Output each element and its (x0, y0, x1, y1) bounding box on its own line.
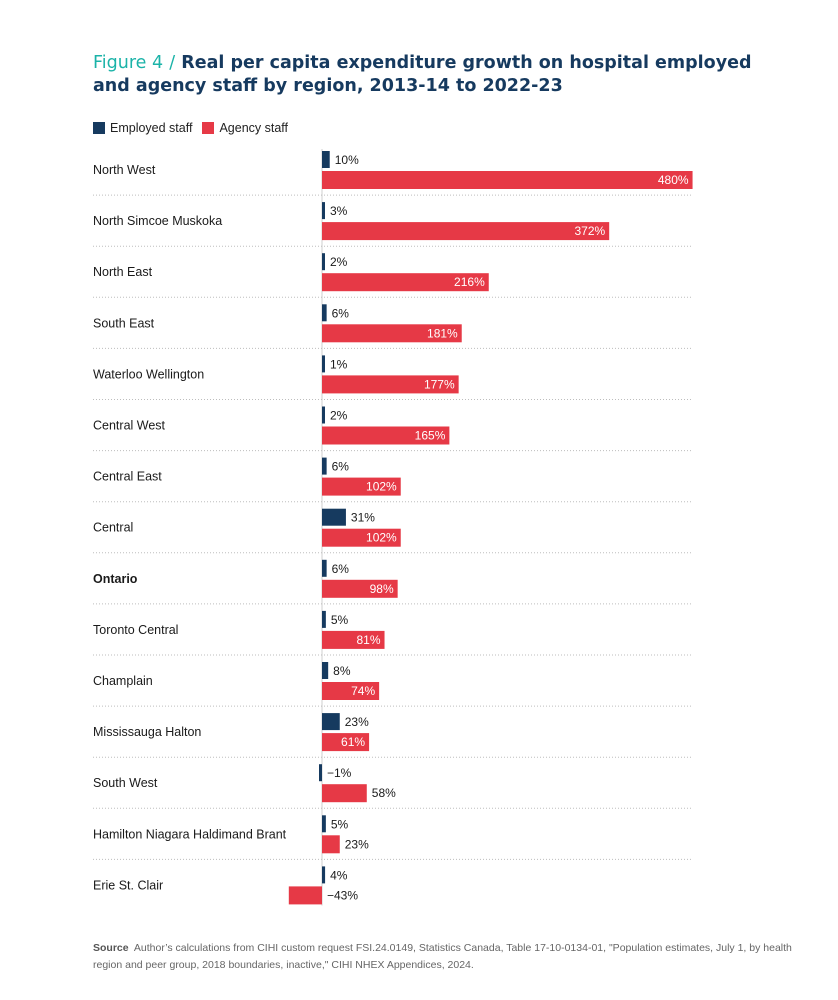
bar-chart: North West 10% 480% North Simcoe Muskoka 3% 3… (93, 149, 693, 906)
category-label: Champlain (93, 674, 153, 688)
agency-value-label: 480% (658, 173, 689, 187)
category-label: Erie St. Clair (93, 878, 163, 892)
category-label: Toronto Central (93, 623, 178, 637)
agency-bar (322, 375, 459, 394)
category-label: Central West (93, 419, 166, 433)
legend-label-employed: Employed staff (110, 121, 193, 135)
figure-label: Figure 4 (93, 53, 164, 73)
employed-value-label: 4% (330, 868, 348, 882)
category-label: South East (93, 316, 155, 330)
category-label: Central (93, 521, 133, 535)
source-label: Source (93, 942, 129, 954)
legend-item-agency: Agency staff (202, 121, 288, 135)
employed-value-label: 10% (335, 153, 359, 167)
employed-value-label: 3% (330, 204, 348, 218)
agency-bar (322, 222, 610, 241)
employed-value-label: 5% (331, 817, 349, 831)
category-label: Hamilton Niagara Haldimand Brant (93, 827, 287, 841)
employed-bar (322, 559, 327, 577)
legend-swatch-employed (93, 122, 105, 134)
legend-label-agency: Agency staff (219, 121, 289, 135)
category-label: Ontario (93, 572, 138, 586)
employed-bar (322, 151, 330, 168)
category-label: North Simcoe Muskoka (93, 214, 222, 228)
agency-bar (322, 835, 340, 854)
employed-bar (322, 253, 325, 271)
employed-value-label: 2% (330, 409, 348, 423)
agency-value-label: 23% (345, 837, 369, 851)
agency-bar (322, 733, 370, 752)
employed-bar (322, 610, 326, 628)
category-label: Central East (93, 470, 162, 484)
legend: Employed staff Agency staff (93, 121, 298, 135)
employed-bar (322, 662, 329, 679)
agency-bar (288, 886, 322, 905)
agency-value-label: 372% (574, 224, 605, 238)
category-label: Waterloo Wellington (93, 367, 204, 381)
category-label: North East (93, 265, 153, 279)
agency-value-label: 58% (372, 786, 396, 800)
agency-value-label: 181% (427, 326, 458, 340)
agency-bar (322, 426, 450, 445)
employed-value-label: 6% (332, 306, 350, 320)
legend-item-employed: Employed staff (93, 121, 192, 135)
agency-value-label: 98% (370, 582, 394, 596)
category-label: North West (93, 163, 156, 177)
agency-value-label: 177% (424, 377, 455, 391)
agency-bar (322, 528, 401, 547)
title-text: Real per capita expenditure growth on ho… (93, 53, 752, 96)
employed-value-label: 23% (345, 715, 369, 729)
chart-title: Figure 4 / Real per capita expenditure g… (93, 52, 793, 98)
agency-value-label: 61% (341, 735, 365, 749)
agency-value-label: 165% (415, 429, 446, 443)
employed-bar (319, 764, 322, 782)
employed-value-label: 2% (330, 255, 348, 269)
source-text: Author’s calculations from CIHI custom r… (93, 942, 792, 971)
agency-value-label: −43% (327, 888, 358, 902)
employed-value-label: 5% (331, 613, 349, 627)
employed-value-label: −1% (327, 766, 352, 780)
agency-bar (322, 324, 462, 343)
agency-bar (322, 682, 380, 700)
agency-value-label: 81% (357, 633, 381, 647)
title-separator: / (169, 53, 176, 73)
employed-value-label: 1% (330, 357, 348, 371)
employed-bar (322, 508, 346, 526)
agency-value-label: 102% (366, 531, 397, 545)
employed-bar (322, 866, 326, 884)
category-label: South West (93, 776, 158, 790)
agency-bar (322, 171, 693, 189)
employed-bar (322, 457, 327, 475)
employed-value-label: 31% (351, 511, 375, 525)
employed-value-label: 8% (333, 664, 351, 678)
agency-bar (322, 579, 398, 598)
agency-value-label: 216% (454, 275, 485, 289)
agency-value-label: 102% (366, 480, 397, 494)
employed-value-label: 6% (332, 460, 350, 474)
employed-bar (322, 355, 325, 373)
employed-bar (322, 406, 325, 424)
employed-value-label: 6% (332, 562, 350, 576)
category-label: Mississauga Halton (93, 725, 201, 739)
agency-bar (322, 273, 489, 292)
legend-swatch-agency (202, 122, 215, 134)
source-note: Source Author’s calculations from CIHI c… (93, 940, 793, 974)
employed-bar (322, 815, 326, 833)
agency-bar (322, 630, 385, 649)
agency-value-label: 74% (351, 684, 375, 698)
employed-bar (322, 304, 327, 322)
employed-bar (322, 202, 325, 220)
agency-bar (322, 784, 367, 803)
employed-bar (322, 713, 340, 731)
agency-bar (322, 477, 401, 496)
